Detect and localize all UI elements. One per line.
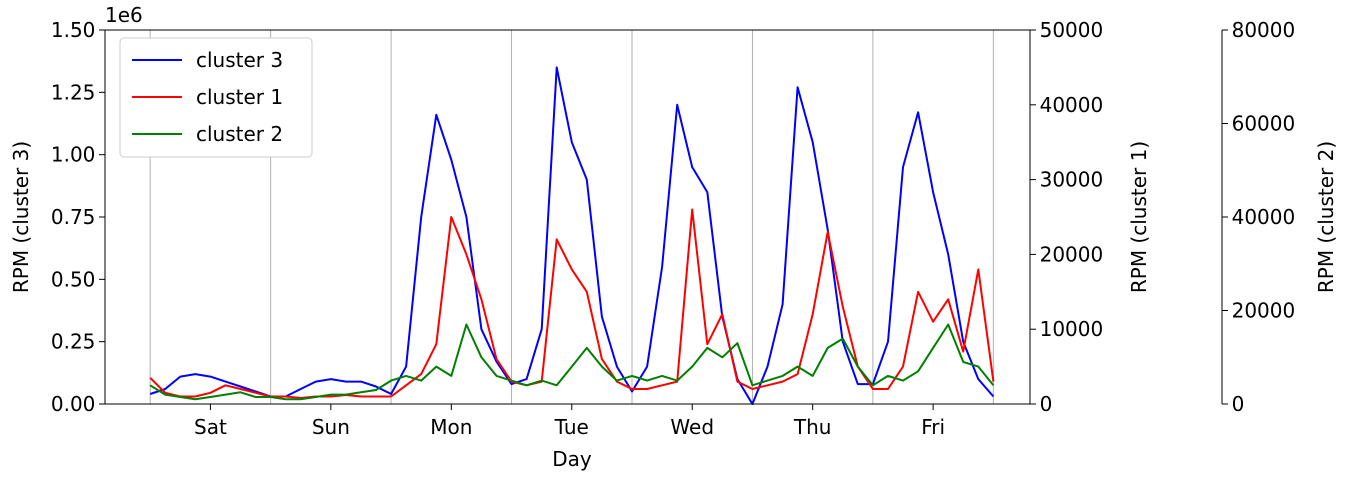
x-tick-label: Sun <box>312 415 350 439</box>
y-tick-label: 0.50 <box>51 267 96 291</box>
x-tick-label: Mon <box>430 415 472 439</box>
x-tick-label: Thu <box>793 415 832 439</box>
y-tick-label: 1.50 <box>51 18 96 42</box>
y3-tick-label: 40000 <box>1232 205 1296 229</box>
legend-box <box>119 37 313 158</box>
y-tick-label: 1.00 <box>51 143 96 167</box>
y2-tick-label: 20000 <box>1040 242 1104 266</box>
legend-label: cluster 2 <box>196 122 283 146</box>
axis-label: RPM (cluster 2) <box>1314 141 1338 293</box>
x-tick-label: Sat <box>194 415 227 439</box>
series-line <box>149 66 995 405</box>
legend-label: cluster 1 <box>196 85 283 109</box>
y3-tick-label: 0 <box>1232 392 1245 416</box>
y-tick-label: 1.25 <box>51 80 96 104</box>
x-axis-label: Day <box>552 447 592 471</box>
y3-tick-label: 80000 <box>1232 18 1296 42</box>
y-tick-label: 0.75 <box>51 205 96 229</box>
x-tick-label: Tue <box>554 415 589 439</box>
y2-tick-label: 40000 <box>1040 93 1104 117</box>
legend-label: cluster 3 <box>196 48 283 72</box>
x-tick-label: Wed <box>670 415 714 439</box>
y2-tick-label: 10000 <box>1040 317 1104 341</box>
y-tick-label: 0.25 <box>51 330 96 354</box>
series-line <box>149 208 995 399</box>
series-line <box>149 323 995 401</box>
plot-frame <box>104 29 1031 405</box>
x-tick-label: Fri <box>921 415 945 439</box>
y-offset-label: 1e6 <box>105 3 143 27</box>
y3-tick-label: 20000 <box>1232 299 1296 323</box>
axis-label: RPM (cluster 1) <box>1127 141 1151 293</box>
y2-tick-label: 0 <box>1040 392 1053 416</box>
y2-tick-label: 30000 <box>1040 168 1104 192</box>
y2-tick-label: 50000 <box>1040 18 1104 42</box>
axis-label: RPM (cluster 3) <box>9 141 33 293</box>
y-tick-label: 0.00 <box>51 392 96 416</box>
y3-tick-label: 60000 <box>1232 112 1296 136</box>
